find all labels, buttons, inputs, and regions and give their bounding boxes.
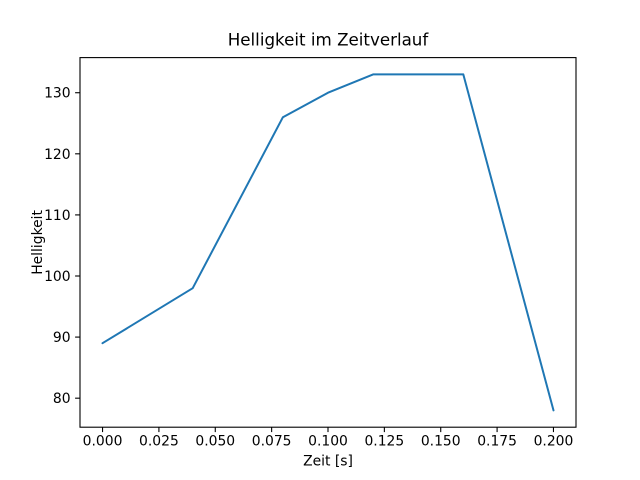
data-line: [101, 73, 555, 412]
x-tick-label: 0.150: [421, 434, 461, 450]
y-axis-tick-marks: [75, 92, 80, 399]
chart-title: Helligkeit im Zeitverlauf: [228, 30, 430, 50]
y-axis-label: Helligkeit: [30, 209, 46, 274]
x-axis-label: Zeit [s]: [303, 454, 353, 470]
y-tick-label: 80: [53, 391, 71, 407]
y-tick-label: 130: [44, 86, 71, 102]
x-axis-tick-marks: [101, 427, 555, 433]
y-tick-label: 120: [44, 147, 71, 163]
x-tick-label: 0.025: [139, 434, 179, 450]
y-tick-label: 90: [53, 330, 71, 346]
axes-border: [79, 57, 577, 428]
y-axis-tick-labels: 80 90 100 110 120 130: [44, 86, 71, 407]
x-tick-label: 0.200: [534, 434, 574, 450]
x-tick-label: 0.125: [364, 434, 404, 450]
x-tick-label: 0.100: [308, 434, 348, 450]
x-tick-label: 0.050: [195, 434, 235, 450]
x-tick-label: 0.075: [252, 434, 292, 450]
x-tick-label: 0.000: [83, 434, 123, 450]
y-tick-label: 100: [44, 269, 71, 285]
y-tick-label: 110: [44, 208, 71, 224]
x-tick-label: 0.175: [477, 434, 517, 450]
x-axis-tick-labels: 0.000 0.025 0.050 0.075 0.100 0.125 0.150 0.175…: [83, 434, 574, 450]
